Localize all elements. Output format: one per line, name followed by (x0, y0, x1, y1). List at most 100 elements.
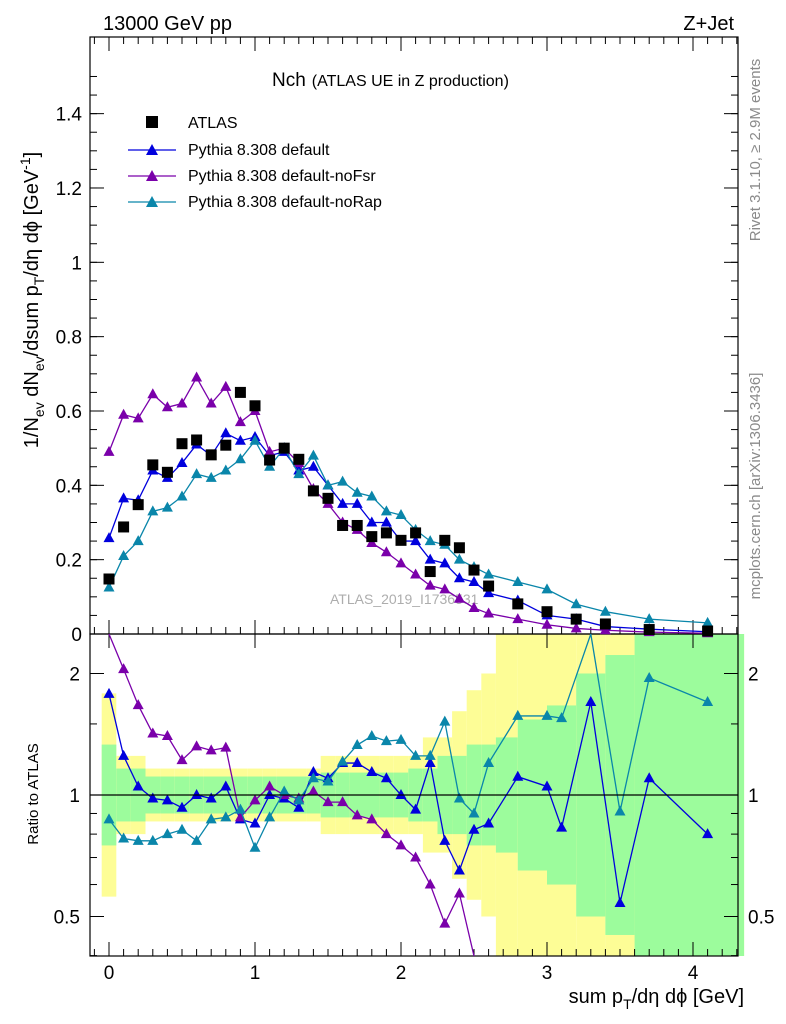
marker-atlas (234, 386, 246, 398)
ratio-marker-nofsr (132, 699, 144, 710)
ratio-tick-label-right: 2 (748, 665, 759, 686)
ratio-marker-nofsr (176, 754, 188, 765)
ratio-marker-nofsr (410, 851, 422, 862)
ratio-marker-norap (337, 755, 349, 766)
plot-title-sub: (ATLAS UE in Z production) (312, 73, 509, 90)
marker-norap (599, 605, 611, 616)
marker-norap (147, 505, 159, 516)
marker-norap (205, 471, 217, 482)
marker-default (351, 497, 363, 508)
marker-norap (103, 581, 115, 592)
ratio-marker-nofsr (380, 828, 392, 839)
marker-norap (234, 453, 246, 464)
ratio-marker-norap (147, 834, 159, 845)
ratio-marker-default (643, 772, 655, 783)
ratio-marker-norap (424, 749, 436, 760)
ratio-marker-norap (118, 832, 130, 843)
ratio-marker-norap (205, 813, 217, 824)
ratio-marker-norap (176, 823, 188, 834)
legend-marker-norap (146, 196, 158, 207)
ratio-marker-default (614, 897, 626, 908)
ratio-marker-default (220, 780, 232, 791)
marker-norap (264, 460, 276, 471)
main-series (103, 371, 714, 638)
marker-norap (541, 583, 553, 594)
marker-norap (307, 449, 319, 460)
ratio-marker-norap (439, 715, 451, 726)
marker-norap (366, 490, 378, 501)
marker-atlas (702, 625, 714, 637)
marker-atlas (249, 400, 261, 412)
marker-nofsr (395, 557, 407, 568)
marker-atlas (278, 442, 290, 454)
marker-norap (512, 575, 524, 586)
marker-atlas (264, 454, 276, 466)
marker-atlas (468, 564, 480, 576)
marker-atlas (351, 519, 363, 531)
marker-atlas (395, 534, 407, 546)
ratio-series (103, 633, 714, 957)
ratio-marker-default (453, 864, 465, 875)
ratio-marker-default (249, 817, 261, 828)
analysis-watermark: ATLAS_2019_I1736531 (330, 591, 479, 607)
ratio-marker-default (191, 789, 203, 799)
legend-label-nofsr: Pythia 8.308 default-noFsr (188, 168, 376, 185)
marker-default (176, 457, 188, 468)
ratio-marker-default (147, 792, 159, 803)
marker-default (483, 587, 495, 598)
ratio-marker-default (205, 792, 217, 803)
ratio-marker-default (118, 749, 130, 760)
ratio-line-default (108, 693, 709, 904)
marker-atlas (453, 542, 465, 554)
marker-default (366, 516, 378, 527)
ratio-marker-norap (103, 813, 115, 824)
plot-title-main: Nch (272, 70, 306, 91)
marker-norap (570, 598, 582, 609)
marker-atlas (176, 438, 188, 450)
ratio-line-norap (108, 633, 708, 850)
ratio-tick-label-right: 1 (748, 786, 759, 807)
ratio-marker-nofsr (220, 741, 232, 752)
marker-default (453, 572, 465, 583)
ratio-marker-norap (614, 805, 626, 816)
marker-norap (249, 434, 261, 445)
ratio-marker-norap (307, 772, 319, 783)
ratio-marker-default (264, 789, 276, 799)
ratio-marker-default (307, 766, 319, 777)
marker-nofsr (424, 579, 436, 590)
ratio-marker-norap (366, 730, 378, 741)
ratio-marker-nofsr (205, 744, 217, 755)
ratio-marker-norap (702, 695, 714, 706)
y-tick-label: 0 (71, 625, 82, 646)
ratio-marker-norap (556, 712, 568, 723)
marker-nofsr (220, 380, 232, 391)
marker-nofsr (191, 371, 203, 382)
marker-atlas (191, 434, 203, 446)
marker-atlas (410, 527, 422, 539)
ratio-marker-norap (380, 735, 392, 746)
y-tick-label: 0.2 (56, 551, 82, 572)
ratio-marker-default (585, 695, 597, 706)
marker-atlas (541, 606, 553, 618)
y-tick-label: 0.4 (56, 476, 83, 497)
ratio-marker-norap (468, 807, 480, 818)
marker-nofsr (132, 412, 144, 423)
ratio-marker-nofsr (337, 796, 349, 807)
ratio-marker-nofsr (264, 780, 276, 791)
marker-atlas (103, 573, 115, 585)
ratio-marker-default (176, 801, 188, 812)
ratio-marker-default (395, 789, 407, 799)
marker-atlas (293, 453, 305, 465)
marker-norap (351, 486, 363, 497)
ratio-marker-nofsr (118, 663, 130, 674)
marker-norap (132, 535, 144, 546)
marker-norap (643, 613, 655, 624)
ratio-tick-label-right: 0.5 (748, 908, 774, 929)
ratio-marker-nofsr (307, 785, 319, 796)
ratio-marker-nofsr (191, 740, 203, 751)
ratio-marker-default (351, 757, 363, 768)
marker-default (380, 516, 392, 527)
marker-default (118, 492, 130, 503)
ratio-marker-norap (249, 841, 261, 852)
